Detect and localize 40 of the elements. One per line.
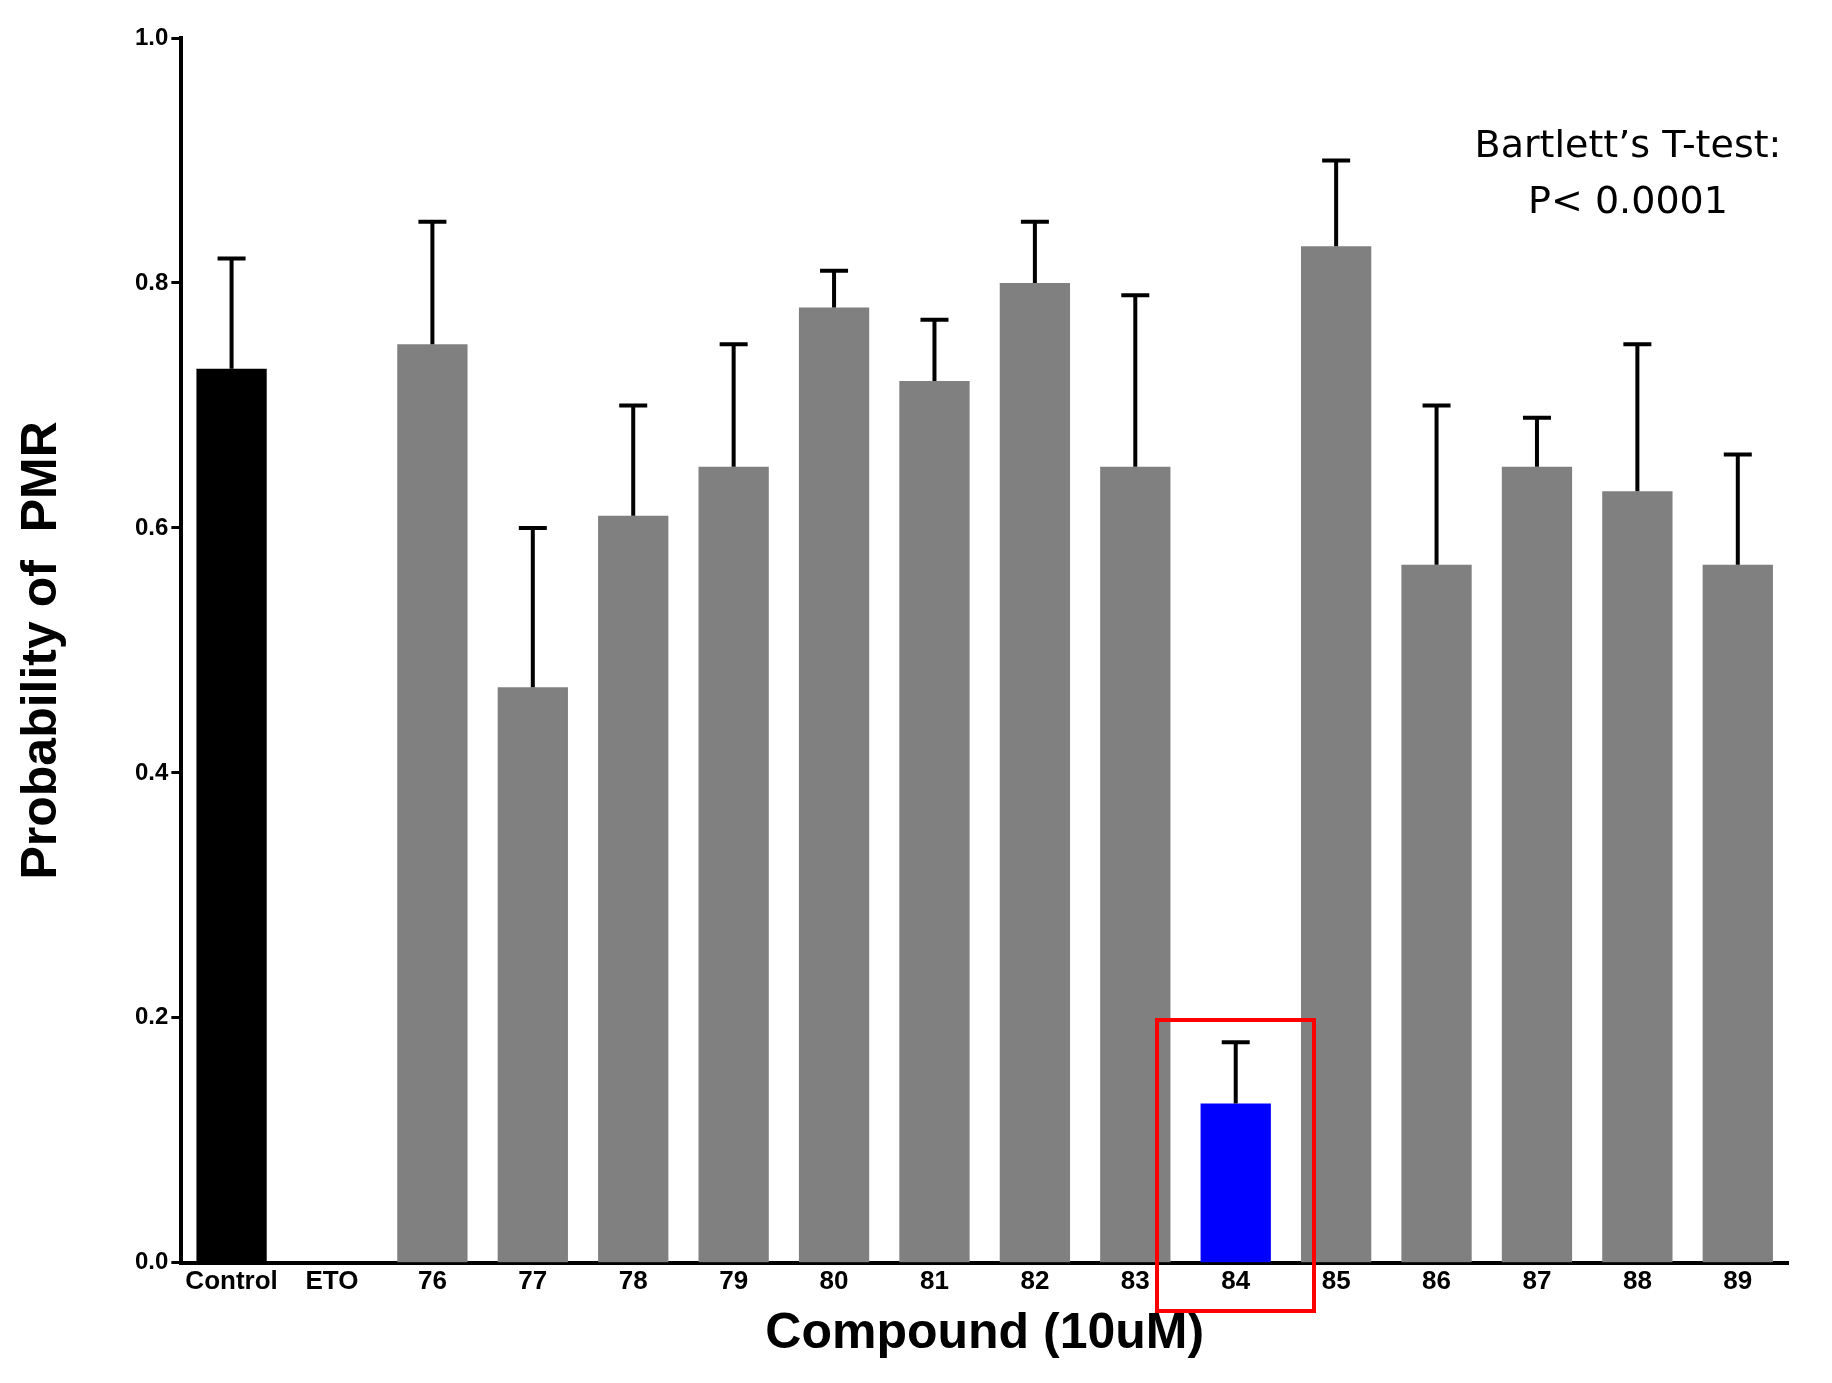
x-tick-label: 88	[1622, 1264, 1652, 1295]
x-tick-label: 83	[1120, 1264, 1150, 1295]
y-tick-label: 0.0	[134, 1247, 169, 1275]
x-tick-label: 79	[719, 1264, 749, 1295]
y-tick-label: 0.2	[134, 1002, 169, 1030]
bar	[1401, 564, 1472, 1263]
x-tick-label: 85	[1321, 1264, 1351, 1295]
x-tick-label: 89	[1723, 1264, 1753, 1295]
y-tick-label: 0.4	[134, 757, 169, 785]
x-tick-label: 86	[1422, 1264, 1452, 1295]
x-tick-label: 82	[1020, 1264, 1050, 1295]
bar	[1300, 246, 1372, 1263]
y-tick-label: 0.8	[134, 267, 169, 295]
y-tick-label: 1.0	[134, 22, 169, 50]
x-tick-label: 76	[417, 1264, 447, 1295]
annotation: P< 0.0001	[1528, 177, 1728, 222]
x-axis-title: Compound (10uM)	[765, 1302, 1205, 1359]
annotation: Bartlett’s T-test:	[1474, 121, 1782, 166]
bar	[1100, 466, 1171, 1263]
bar	[1702, 564, 1773, 1263]
x-tick-label: Control	[185, 1264, 278, 1295]
bar	[999, 282, 1071, 1263]
bar	[397, 344, 468, 1263]
bar	[1200, 1103, 1271, 1263]
bar	[1602, 491, 1673, 1263]
x-tick-label: 80	[819, 1264, 849, 1295]
bar	[698, 466, 769, 1263]
bar	[497, 687, 568, 1263]
bar	[798, 307, 870, 1263]
y-tick-label: 0.6	[134, 512, 169, 540]
x-tick-label: ETO	[305, 1264, 359, 1295]
bar	[899, 380, 970, 1263]
x-tick-label: 87	[1522, 1264, 1552, 1295]
x-tick-label: 78	[618, 1264, 648, 1295]
x-tick-label: 77	[518, 1264, 548, 1295]
bar	[1501, 466, 1573, 1263]
bar	[598, 515, 669, 1263]
x-tick-label: 84	[1221, 1264, 1251, 1295]
y-axis-title: Probability of PMR	[10, 421, 67, 880]
x-tick-label: 81	[920, 1264, 949, 1295]
